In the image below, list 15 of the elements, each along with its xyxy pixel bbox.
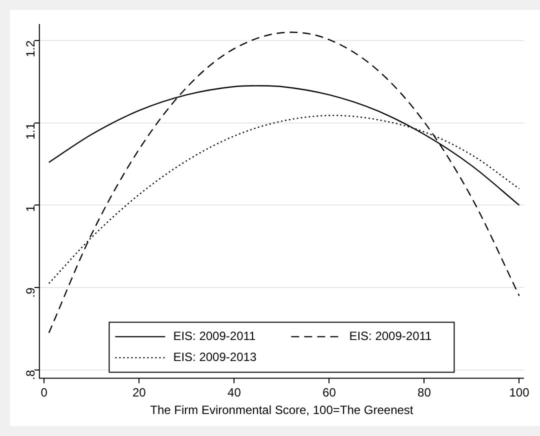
y-tick-label: .9 — [24, 287, 38, 298]
x-tick-label: 40 — [228, 386, 242, 400]
x-tick-label: 100 — [509, 386, 530, 400]
y-tick-label: 1 — [24, 204, 38, 212]
x-axis-title: The Firm Evironmental Score, 100=The Greenest — [150, 403, 414, 418]
y-tick-label: .8 — [24, 370, 38, 380]
x-tick-label: 60 — [322, 386, 336, 400]
x-tick-label: 20 — [132, 386, 146, 400]
legend-label: EIS: 2009-2013 — [173, 350, 257, 364]
y-tick-label: 1.2 — [24, 40, 38, 58]
x-tick-label: 0 — [40, 386, 48, 400]
x-tick-label: 80 — [418, 386, 432, 400]
legend-label: EIS: 2009-2011 — [173, 329, 256, 344]
legend-label: EIS: 2009-2011 — [349, 329, 432, 344]
y-tick-label: 1.1 — [24, 122, 38, 140]
